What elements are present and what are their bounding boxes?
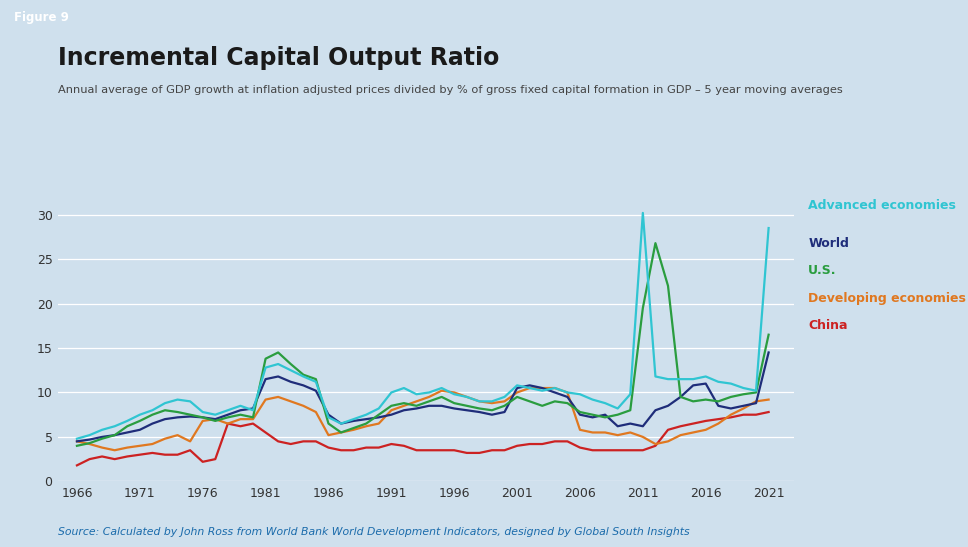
Text: Incremental Capital Output Ratio: Incremental Capital Output Ratio xyxy=(58,46,499,71)
Text: World: World xyxy=(808,237,849,250)
Text: Source: Calculated by John Ross from World Bank World Development Indicators, de: Source: Calculated by John Ross from Wor… xyxy=(58,527,690,537)
Text: Annual average of GDP growth at inflation adjusted prices divided by % of gross : Annual average of GDP growth at inflatio… xyxy=(58,85,843,95)
Text: Developing economies: Developing economies xyxy=(808,292,966,305)
Text: U.S.: U.S. xyxy=(808,264,836,277)
Text: Advanced economies: Advanced economies xyxy=(808,199,956,212)
Text: China: China xyxy=(808,319,848,332)
Text: Figure 9: Figure 9 xyxy=(14,11,69,24)
